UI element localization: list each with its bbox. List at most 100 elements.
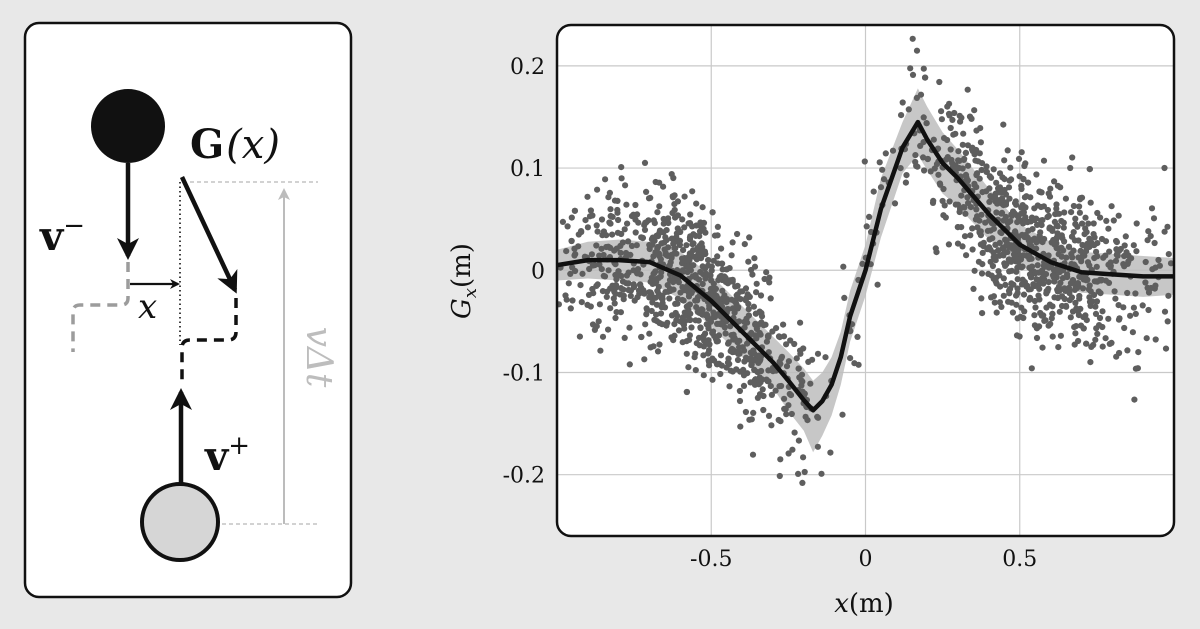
scatter-point <box>736 397 744 405</box>
scatter-point <box>726 265 733 272</box>
scatter-point <box>742 408 750 416</box>
grey-agent-circle <box>140 482 220 562</box>
scatter-point <box>799 479 806 486</box>
y-tick-label: -0.1 <box>503 361 545 386</box>
scatter-point <box>998 229 1005 237</box>
scatter-point <box>1061 209 1068 216</box>
scatter-point <box>1067 280 1074 287</box>
scatter-point <box>1067 164 1074 172</box>
scatter-point <box>656 319 663 327</box>
scatter-point <box>944 103 951 110</box>
scatter-point <box>751 350 758 357</box>
scatter-point <box>930 197 937 204</box>
scatter-point <box>1062 195 1069 202</box>
scatter-point <box>728 296 735 303</box>
scatter-point <box>1130 242 1137 249</box>
scatter-point <box>1094 330 1101 337</box>
scatter-point <box>683 350 690 357</box>
scatter-point <box>978 295 985 302</box>
scatter-point <box>962 171 970 178</box>
scatter-point <box>780 333 788 340</box>
scatter-point <box>971 151 978 158</box>
scatter-point <box>578 299 585 306</box>
scatter-point <box>1036 188 1043 195</box>
scatter-point <box>709 209 716 216</box>
scatter-point <box>1056 287 1063 294</box>
scatter-point <box>795 470 802 477</box>
scatter-point <box>593 242 600 249</box>
scatter-point <box>686 336 693 343</box>
scatter-point <box>952 162 959 169</box>
scatter-point <box>1098 277 1105 284</box>
scatter-point <box>755 352 762 359</box>
scatter-point <box>746 416 753 423</box>
y-tick-label: 0.1 <box>510 157 545 182</box>
scatter-point <box>947 124 954 132</box>
scatter-point <box>778 353 786 360</box>
scatter-point <box>621 334 628 341</box>
scatter-point <box>596 261 603 268</box>
scatter-point <box>1001 260 1008 267</box>
scatter-point <box>1052 211 1059 218</box>
scatter-point <box>768 391 776 398</box>
scatter-point <box>697 219 704 226</box>
scatter-point <box>797 319 804 326</box>
scatter-point <box>626 361 633 368</box>
scatter-point <box>913 162 920 170</box>
scatter-point <box>1082 214 1089 221</box>
scatter-point <box>679 339 686 346</box>
scatter-point <box>727 348 734 355</box>
scatter-point <box>851 360 858 367</box>
scatter-point <box>1164 223 1171 230</box>
scatter-point <box>1167 260 1174 267</box>
v-plus-label: v+ <box>204 431 250 480</box>
scatter-point <box>671 332 678 339</box>
scatter-point <box>955 148 962 155</box>
scatter-point <box>943 156 950 163</box>
scatter-point <box>958 192 965 199</box>
scatter-point <box>653 311 660 318</box>
scatter-point <box>1091 291 1098 299</box>
scatter-point <box>765 334 772 341</box>
scatter-point <box>814 443 822 450</box>
scatter-point <box>700 225 707 232</box>
scatter-point <box>1005 184 1013 191</box>
scatter-point <box>614 272 622 279</box>
scatter-point <box>757 292 765 299</box>
scatter-point <box>1106 248 1113 255</box>
scatter-point <box>745 306 752 313</box>
scatter-point <box>1022 217 1029 225</box>
scatter-point <box>1058 217 1065 225</box>
scatter-point <box>787 337 794 344</box>
scatter-point <box>1075 237 1082 244</box>
scatter-point <box>1097 214 1104 221</box>
scatter-point <box>941 202 948 209</box>
scatter-point <box>672 309 679 317</box>
scatter-point <box>1020 209 1027 216</box>
x-tick-label: -0.5 <box>690 547 732 572</box>
scatter-point <box>562 292 569 299</box>
scatter-point <box>594 228 601 235</box>
scatter-point <box>697 324 704 331</box>
scatter-point <box>1018 264 1025 271</box>
scatter-point <box>717 370 724 378</box>
scatter-point <box>698 241 705 248</box>
scatter-point <box>1161 308 1169 315</box>
scatter-point <box>996 184 1004 191</box>
scatter-point <box>1080 325 1087 332</box>
scatter-point <box>986 244 993 251</box>
scatter-point <box>1092 310 1100 317</box>
scatter-point <box>1132 290 1139 297</box>
scatter-point <box>714 260 722 267</box>
scatter-point <box>594 186 601 193</box>
scatter-point <box>1019 276 1026 283</box>
scatter-point <box>889 147 897 154</box>
scatter-point <box>979 310 986 317</box>
scatter-point <box>571 252 578 259</box>
scatter-point <box>726 383 733 390</box>
scatter-point <box>709 376 716 383</box>
scatter-point <box>622 182 629 189</box>
scatter-point <box>986 236 993 243</box>
scatter-point <box>766 279 773 286</box>
scatter-point <box>990 225 998 232</box>
